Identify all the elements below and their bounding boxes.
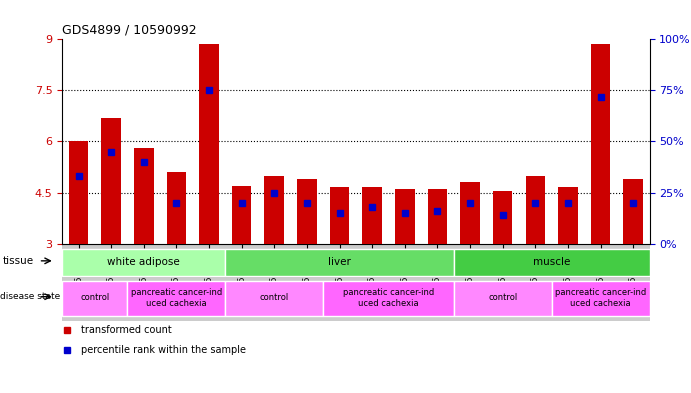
Text: control: control	[260, 294, 289, 302]
Text: disease state: disease state	[0, 292, 60, 301]
Bar	[330, 187, 350, 244]
Bar	[362, 187, 382, 244]
Text: pancreatic cancer-ind
uced cachexia: pancreatic cancer-ind uced cachexia	[131, 288, 222, 308]
Bar	[591, 44, 610, 244]
Bar	[558, 187, 578, 244]
Text: tissue: tissue	[3, 256, 35, 266]
Bar	[428, 189, 447, 244]
Bar	[68, 141, 88, 244]
Text: control: control	[488, 294, 518, 302]
Bar	[551, 281, 650, 316]
Bar	[323, 281, 454, 316]
Bar	[134, 148, 153, 244]
Bar	[199, 44, 219, 244]
Bar	[102, 118, 121, 244]
Bar	[167, 172, 186, 244]
Text: GDS4899 / 10590992: GDS4899 / 10590992	[62, 24, 197, 37]
Text: liver: liver	[328, 257, 351, 267]
Bar	[526, 176, 545, 244]
Bar	[127, 281, 225, 316]
Bar	[265, 176, 284, 244]
Bar	[454, 249, 650, 275]
Bar	[395, 189, 415, 244]
Text: pancreatic cancer-ind
uced cachexia: pancreatic cancer-ind uced cachexia	[343, 288, 434, 308]
Bar	[62, 249, 225, 275]
Text: control: control	[80, 294, 109, 302]
Bar	[493, 191, 513, 244]
Text: percentile rank within the sample: percentile rank within the sample	[81, 345, 246, 355]
Text: transformed count: transformed count	[81, 325, 171, 335]
Bar	[225, 249, 454, 275]
Bar	[454, 281, 551, 316]
Bar	[460, 182, 480, 244]
Bar	[225, 281, 323, 316]
Bar	[62, 244, 650, 321]
Bar	[297, 179, 316, 244]
Bar	[232, 186, 252, 244]
Text: white adipose: white adipose	[107, 257, 180, 267]
Bar	[623, 179, 643, 244]
Text: pancreatic cancer-ind
uced cachexia: pancreatic cancer-ind uced cachexia	[555, 288, 646, 308]
Text: muscle: muscle	[533, 257, 570, 267]
Bar	[62, 281, 127, 316]
